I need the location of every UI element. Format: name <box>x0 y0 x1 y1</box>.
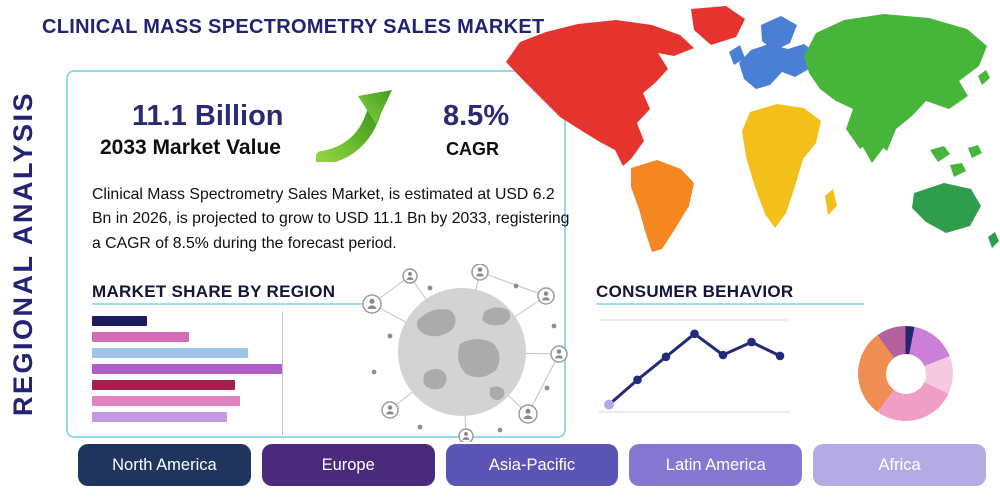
line-chart-point <box>604 399 614 410</box>
map-region-se-asia-island <box>930 146 950 162</box>
growth-arrow-icon <box>316 90 392 162</box>
map-region-scandinavia <box>761 16 797 51</box>
region-button-africa[interactable]: Africa <box>813 444 986 486</box>
section-divider <box>596 303 864 305</box>
market-share-section-title: MARKET SHARE BY REGION <box>92 282 336 301</box>
map-region-se-asia-island <box>950 163 966 177</box>
network-node <box>402 268 418 284</box>
map-region-asia <box>804 14 987 151</box>
map-region-south-america <box>631 160 694 252</box>
line-chart-point <box>747 337 756 347</box>
world-map <box>506 6 999 252</box>
map-region-uk <box>729 45 745 65</box>
line-chart-point <box>690 329 699 339</box>
market-share-chart <box>92 316 282 432</box>
map-region-north-america <box>506 20 694 166</box>
line-chart-point <box>633 375 642 385</box>
market-share-bar <box>92 412 227 422</box>
network-node <box>550 345 568 363</box>
bar-chart-axis <box>282 311 283 435</box>
market-share-bar <box>92 316 148 326</box>
globe-network-illustration <box>362 264 568 442</box>
line-chart-point <box>661 352 671 362</box>
map-region-se-asia-island <box>968 145 982 158</box>
market-share-bar <box>92 332 189 342</box>
cagr-label: CAGR <box>446 139 499 159</box>
consumer-behavior-chart <box>599 319 790 413</box>
consumer-behavior-section-title: CONSUMER BEHAVIOR <box>596 282 794 301</box>
region-button-latin-america[interactable]: Latin America <box>629 444 803 486</box>
page-title: CLINICAL MASS SPECTROMETRY SALES MARKET <box>42 16 545 38</box>
network-node <box>381 401 399 419</box>
network-node <box>458 428 474 442</box>
map-region-africa <box>742 104 821 228</box>
cagr-stat: 8.5% <box>443 100 510 132</box>
market-share-bar <box>92 364 282 374</box>
region-button-europe[interactable]: Europe <box>261 444 435 486</box>
market-share-bar <box>92 380 235 390</box>
map-region-madagascar <box>825 189 837 215</box>
market-share-bar <box>92 348 248 358</box>
market-value-label: 2033 Market Value <box>100 136 281 159</box>
map-region-australia <box>912 183 981 233</box>
content-panel <box>66 70 566 438</box>
network-node <box>537 287 555 305</box>
map-region-europe <box>739 44 816 89</box>
map-region-greenland <box>691 6 745 45</box>
line-chart-point <box>718 350 728 360</box>
network-node <box>518 404 538 424</box>
line-chart-point <box>775 351 785 361</box>
network-node <box>471 264 489 281</box>
map-region-new-zealand <box>988 232 999 248</box>
map-region-india <box>860 114 887 163</box>
network-node <box>362 294 382 314</box>
market-value-stat: 11.1 Billion <box>132 100 284 132</box>
region-buttons: North America Europe Asia-Pacific Latin Ame… <box>78 444 986 486</box>
regional-analysis-side-label: REGIONAL ANALYSIS <box>8 90 38 416</box>
donut-chart <box>858 326 953 421</box>
region-button-asia-pacific[interactable]: Asia-Pacific <box>445 444 619 486</box>
map-region-japan <box>978 70 990 85</box>
section-divider <box>92 303 364 305</box>
market-description: Clinical Mass Spectrometry Sales Market,… <box>92 186 570 252</box>
market-share-bar <box>92 396 241 406</box>
region-button-north-america[interactable]: North America <box>78 444 251 486</box>
